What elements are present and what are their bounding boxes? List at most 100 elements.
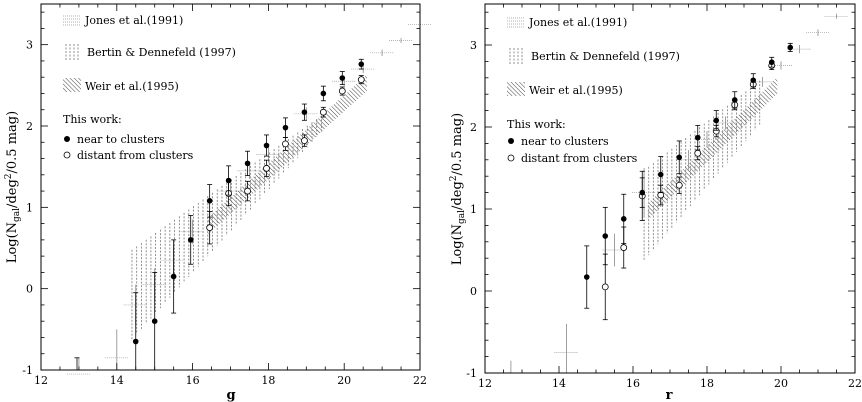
left-legend-near-label: near to clusters [77, 133, 165, 146]
left-near-point-8 [263, 142, 270, 149]
right-distant-point-1 [620, 244, 628, 251]
right-near-point-6 [694, 134, 701, 141]
right-near-point-9 [750, 77, 757, 84]
left-near-point-13 [358, 61, 365, 67]
left-legend-weir-swatch [63, 78, 81, 92]
right-legend-this-work: This work: [507, 118, 566, 131]
right-near-point-2 [620, 216, 627, 222]
left-legend-this-work: This work: [63, 113, 122, 126]
left-near-point-1 [132, 338, 139, 345]
left-near-point-7 [244, 160, 251, 167]
right-ylabel-part-5: /0.5 mag) [450, 113, 465, 176]
left-ylabel-part-5: /0.5 mag) [5, 111, 20, 174]
right-near-point-10 [768, 59, 775, 66]
left-xtick-label-14: 14 [110, 374, 124, 387]
left-near-point-10 [301, 109, 308, 115]
right-xtick-label-14: 14 [552, 377, 566, 390]
left-ylabel-part-1: Log(N [5, 222, 20, 263]
left-ytick-label-0: 0 [26, 283, 33, 296]
left-near-point-2 [151, 318, 158, 325]
right-near-point-0 [583, 274, 590, 280]
left-legend-bertin-swatch [65, 44, 79, 60]
left-near-point-11 [320, 90, 327, 97]
right-legend-near-label: near to clusters [521, 135, 609, 148]
right-legend-jones-swatch [507, 17, 525, 28]
left-xtick-label-20: 20 [337, 374, 351, 387]
left-weir-band [207, 74, 367, 235]
left-ylabel-sub: gal [12, 208, 22, 222]
right-distant-point-0 [601, 283, 609, 291]
left-legend-jones-swatch [63, 15, 81, 26]
right-ylabel-sup: 2 [449, 175, 459, 181]
left-legend: Jones et al.(1991) Bertin & Dennefeld (1… [63, 14, 236, 162]
right-legend-near-marker [508, 138, 514, 144]
right-legend-distant-label: distant from clusters [521, 152, 638, 165]
left-legend-near-marker [64, 136, 70, 142]
left-distant-point-7 [338, 87, 346, 95]
right-ytick-label--1: -1 [466, 367, 477, 380]
right-data-layer [498, 13, 849, 374]
right-distant-point-5 [694, 149, 702, 157]
left-xtick-label-18: 18 [261, 374, 275, 387]
right-ylabel-sub: gal [457, 210, 467, 224]
left-distant-point-0 [206, 224, 214, 232]
left-xtick-label-16: 16 [186, 374, 200, 387]
right-ytick-label-3: 3 [470, 39, 477, 52]
right-near-point-3 [639, 189, 646, 196]
right-legend-bertin-swatch [509, 48, 523, 64]
left-ytick-label-3: 3 [26, 39, 33, 52]
right-legend-jones-label: Jones et al.(1991) [528, 16, 627, 29]
left-near-point-3 [170, 273, 177, 280]
left-near-point-12 [339, 75, 346, 81]
right-ytick-label-1: 1 [470, 203, 477, 216]
left-near-point-6 [225, 177, 232, 184]
left-legend-distant-marker [63, 151, 71, 159]
left-distant-point-8 [357, 76, 365, 84]
left-near-point-4 [187, 237, 194, 243]
left-ytick-label-1: 1 [26, 201, 33, 214]
left-near-point-5 [206, 198, 213, 204]
right-xtick-label-20: 20 [774, 377, 788, 390]
left-legend-distant-label: distant from clusters [77, 149, 194, 162]
right-legend: Jones et al.(1991) Bertin & Dennefeld (1… [507, 16, 680, 165]
right-legend-bertin-label: Bertin & Dennefeld (1997) [531, 50, 680, 63]
left-near-point-9 [282, 124, 289, 131]
right-legend-distant-marker [507, 154, 515, 162]
left-distant-point-6 [319, 108, 327, 116]
right-legend-weir-label: Weir et al.(1995) [529, 84, 623, 97]
right-ylabel-part-1: Log(N [450, 224, 465, 265]
right-near-point-11 [787, 44, 794, 51]
left-xtick-label-22: 22 [413, 374, 427, 387]
left-panel: Log(Ngal/deg2/0.5 mag) g 12 14 16 18 20 22-10… [4, 3, 432, 402]
left-xtick-label-12: 12 [34, 374, 48, 387]
left-legend-bertin-label: Bertin & Dennefeld (1997) [87, 46, 236, 59]
left-ylabel-part-3: /deg [5, 179, 20, 208]
left-distant-point-4 [282, 140, 289, 148]
left-ylabel: Log(Ngal/deg2/0.5 mag) [4, 111, 22, 263]
left-xlabel: g [226, 388, 235, 402]
right-near-point-7 [713, 117, 720, 124]
left-distant-point-2 [244, 187, 251, 195]
right-panel: Log(Ngal/deg2/0.5 mag) r 12 14 16 18 20 22-10… [449, 3, 862, 402]
left-data-layer [66, 21, 432, 375]
right-near-point-4 [657, 171, 664, 178]
right-ylabel-part-3: /deg [450, 181, 465, 210]
right-xlabel: r [666, 388, 673, 402]
right-ytick-label-0: 0 [470, 285, 477, 298]
left-distant-point-3 [263, 164, 270, 172]
left-legend-weir-label: Weir et al.(1995) [85, 80, 179, 93]
left-legend-jones-label: Jones et al.(1991) [84, 14, 183, 27]
left-ylabel-sup: 2 [4, 173, 14, 179]
right-xtick-label-12: 12 [478, 377, 492, 390]
right-xtick-label-16: 16 [626, 377, 640, 390]
right-legend-weir-swatch [507, 82, 525, 96]
right-near-point-8 [731, 97, 738, 103]
left-distant-point-5 [301, 137, 308, 145]
right-near-point-1 [602, 233, 609, 239]
right-xtick-label-22: 22 [848, 377, 862, 390]
right-near-point-5 [676, 154, 683, 161]
left-ytick-label-2: 2 [26, 120, 33, 133]
